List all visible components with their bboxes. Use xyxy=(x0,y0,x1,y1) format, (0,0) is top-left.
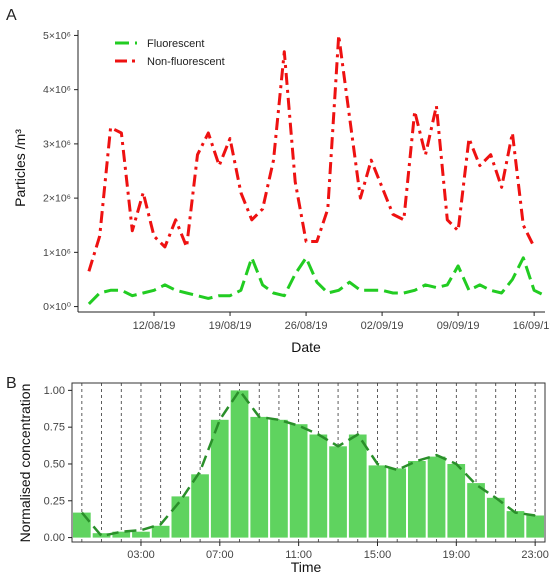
panel-a-legend-label: Non-fluorescent xyxy=(147,56,225,68)
panel-b-bar xyxy=(526,515,544,538)
panel-b-x-tick-label: 23:00 xyxy=(521,549,549,561)
panel-a-x-tick-label: 09/09/19 xyxy=(437,320,480,332)
panel-b-plot-frame xyxy=(71,382,546,543)
panel-b-bar xyxy=(447,464,466,538)
panel-b-y-axis-title: Normalised concentration xyxy=(17,384,33,543)
panel-a-y-tick-label: 4×10⁶ xyxy=(43,84,71,96)
panel-a-y-axis-title: Particles /m³ xyxy=(12,129,28,207)
panel-a-y-tick-label: 1×10⁶ xyxy=(43,247,71,259)
panel-b-x-axis-title: Time xyxy=(291,559,322,575)
panel-b-bar xyxy=(388,468,406,538)
panel-b-bar xyxy=(427,456,446,538)
panel-b-bar xyxy=(250,416,269,538)
panel-b-bar xyxy=(171,496,190,538)
panel-b-bar xyxy=(348,434,367,538)
panel-b-bar xyxy=(92,533,111,538)
panel-b-x-tick-label: 11:00 xyxy=(285,549,312,561)
panel-a-legend: Fluorescent Non-fluorescent xyxy=(115,38,225,68)
panel-a-series-line-non-fluorescent xyxy=(87,33,536,272)
panel-a-y-tick-label: 3×10⁶ xyxy=(43,138,71,150)
panel-b-bar xyxy=(210,419,229,538)
panel-a-x-tick-label: 16/09/19 xyxy=(513,320,550,332)
panel-a-label: A xyxy=(6,7,17,24)
panel-b-trend-line xyxy=(80,389,536,538)
panel-b-bar xyxy=(368,465,387,538)
panel-a-x-tick-label: 19/08/19 xyxy=(209,320,252,332)
panel-b-bar xyxy=(467,483,485,538)
panel-b-bar xyxy=(270,419,288,538)
panel-b-x-tick-label: 19:00 xyxy=(443,549,471,561)
panel-a-x-tick-label: 26/08/19 xyxy=(285,320,328,332)
panel-b-y-tick-label: 0.25 xyxy=(44,495,65,507)
panel-a-x-tick-label: 02/09/19 xyxy=(361,320,404,332)
panel-b-bar xyxy=(486,497,505,538)
panel-a-axes: 0×10⁰ 1×10⁶ 2×10⁶ 3×10⁶ 4×10⁶ 5×10⁶ 12/08/19 19… xyxy=(43,30,550,332)
panel-b-label: B xyxy=(6,375,17,392)
panel-b-bars xyxy=(73,390,544,538)
panel-b-hour-lines xyxy=(81,383,536,542)
panel-b-y-tick-label: 0.50 xyxy=(44,458,65,470)
panel-b-bar xyxy=(112,531,131,538)
panel-b-x-tick-label: 03:00 xyxy=(127,549,155,561)
panel-a-legend-label: Fluorescent xyxy=(147,38,204,50)
panel-b-bar xyxy=(289,424,308,538)
panel-b-x-tick-label: 07:00 xyxy=(206,549,234,561)
panel-a-x-axis-title: Date xyxy=(291,339,321,355)
panel-b-bar xyxy=(132,531,150,538)
panel-a-y-tick-label: 2×10⁶ xyxy=(43,193,71,205)
panel-b-bar xyxy=(329,446,347,538)
panel-a-x-tick-label: 12/08/19 xyxy=(133,320,176,332)
panel-b-y-tick-label: 0.00 xyxy=(44,532,65,544)
panel-b-y-tick-label: 1.00 xyxy=(44,385,65,397)
panel-b-bar xyxy=(73,512,91,538)
panel-a-line-chart: A 0×10⁰ 1×10⁶ 2×10⁶ 3×10⁶ 4×10⁶ 5×10⁶ 12/08/19… xyxy=(6,7,550,355)
panel-b-axes: 0.00 0.25 0.50 0.75 1.00 03:00 07:00 11:00 15:00… xyxy=(44,385,549,561)
panel-b-bar xyxy=(506,511,525,538)
panel-b-y-tick-label: 0.75 xyxy=(44,422,65,434)
panel-b-bar xyxy=(230,390,249,538)
panel-b-x-tick-label: 15:00 xyxy=(364,549,392,561)
panel-a-y-tick-label: 5×10⁶ xyxy=(43,30,71,42)
panel-a-y-tick-label: 0×10⁰ xyxy=(43,301,72,313)
panel-b-trend xyxy=(80,389,536,538)
panel-b-bar-chart: B 0.00 0.25 0.50 0.75 1.00 03:00 07:00 11:00 15:… xyxy=(6,375,549,575)
panel-a-series-line-fluorescent xyxy=(87,256,546,305)
panel-b-bar xyxy=(408,461,426,538)
panel-b-bar xyxy=(309,434,328,538)
panel-b-bar xyxy=(151,525,170,538)
panel-a-series xyxy=(87,33,546,305)
panel-b-bar xyxy=(191,474,209,538)
